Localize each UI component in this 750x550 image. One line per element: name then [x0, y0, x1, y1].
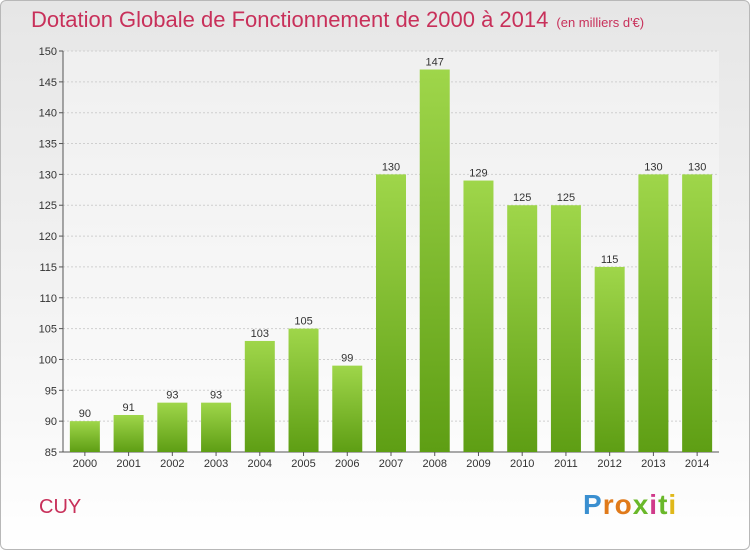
chart-title-text: Dotation Globale de Fonctionnement de 20… [31, 7, 549, 32]
y-tick-label: 95 [45, 385, 57, 397]
x-tick-label: 2000 [73, 458, 97, 470]
logo-letter: o [614, 489, 633, 520]
bar-value-label: 130 [382, 161, 400, 173]
logo-letter: t [658, 489, 669, 520]
bar-value-label: 103 [251, 328, 269, 340]
chart-title: Dotation Globale de Fonctionnement de 20… [31, 7, 644, 33]
bar [419, 69, 450, 452]
bar-value-label: 130 [644, 161, 662, 173]
bar-value-label: 129 [469, 168, 487, 180]
bars [69, 69, 713, 453]
y-tick-label: 140 [39, 108, 57, 120]
x-tick-label: 2002 [160, 458, 184, 470]
bar-value-label: 147 [426, 57, 444, 69]
bar-value-label: 105 [294, 316, 312, 328]
bar [507, 205, 538, 452]
y-tick-label: 110 [39, 293, 57, 305]
x-tick-label: 2014 [685, 458, 709, 470]
x-tick-label: 2011 [554, 458, 578, 470]
y-tick-label: 125 [39, 200, 57, 212]
bar-value-label: 93 [166, 390, 178, 402]
bar [332, 365, 363, 452]
bar [69, 421, 100, 452]
x-tick-label: 2005 [291, 458, 315, 470]
bar [201, 402, 232, 452]
bar [288, 328, 319, 452]
bar [594, 266, 625, 452]
bar [463, 180, 494, 453]
labels: 85 90 95 100 105 110 115 120 125 130 135 140 145 150 9… [39, 46, 710, 470]
x-tick-label: 2008 [422, 458, 446, 470]
proxiti-logo: Proxiti [583, 489, 677, 521]
logo-letter: x [632, 489, 650, 520]
x-tick-label: 2012 [597, 458, 621, 470]
commune-name: CUY [39, 496, 82, 518]
y-tick-label: 120 [39, 231, 57, 243]
logo-letter: i [649, 489, 659, 520]
bar-value-label: 99 [341, 353, 353, 365]
x-tick-label: 2004 [248, 458, 272, 470]
chart-subtitle: (en milliers d'€) [556, 15, 645, 30]
x-tick-label: 2006 [335, 458, 359, 470]
bar-value-label: 115 [601, 254, 619, 266]
y-tick-label: 135 [39, 139, 57, 151]
bar [550, 205, 581, 452]
bar-value-label: 93 [210, 390, 222, 402]
bar [638, 174, 669, 452]
x-tick-label: 2001 [116, 458, 140, 470]
y-tick-label: 115 [39, 262, 57, 274]
y-tick-label: 105 [39, 324, 57, 336]
x-tick-label: 2003 [204, 458, 228, 470]
y-tick-label: 90 [45, 416, 57, 428]
bar-value-label: 130 [688, 161, 706, 173]
logo-letter: P [583, 489, 603, 520]
bar [113, 414, 144, 452]
bar-value-label: 91 [122, 402, 134, 414]
x-tick-label: 2007 [379, 458, 403, 470]
x-tick-label: 2013 [641, 458, 665, 470]
bar [244, 340, 275, 452]
y-tick-label: 145 [39, 77, 57, 89]
y-tick-label: 100 [39, 354, 57, 366]
bar-value-label: 125 [513, 192, 531, 204]
logo-letter: r [602, 489, 615, 520]
x-tick-label: 2009 [466, 458, 490, 470]
y-tick-label: 150 [39, 46, 57, 58]
bar [376, 174, 406, 452]
y-tick-label: 130 [39, 169, 57, 181]
y-tick-label: 85 [45, 447, 57, 459]
bar-value-label: 90 [79, 408, 91, 420]
logo-letter: i [668, 489, 678, 520]
x-tick-label: 2010 [510, 458, 534, 470]
bar-value-label: 125 [557, 192, 575, 204]
bar [682, 174, 713, 452]
bar [157, 402, 188, 452]
